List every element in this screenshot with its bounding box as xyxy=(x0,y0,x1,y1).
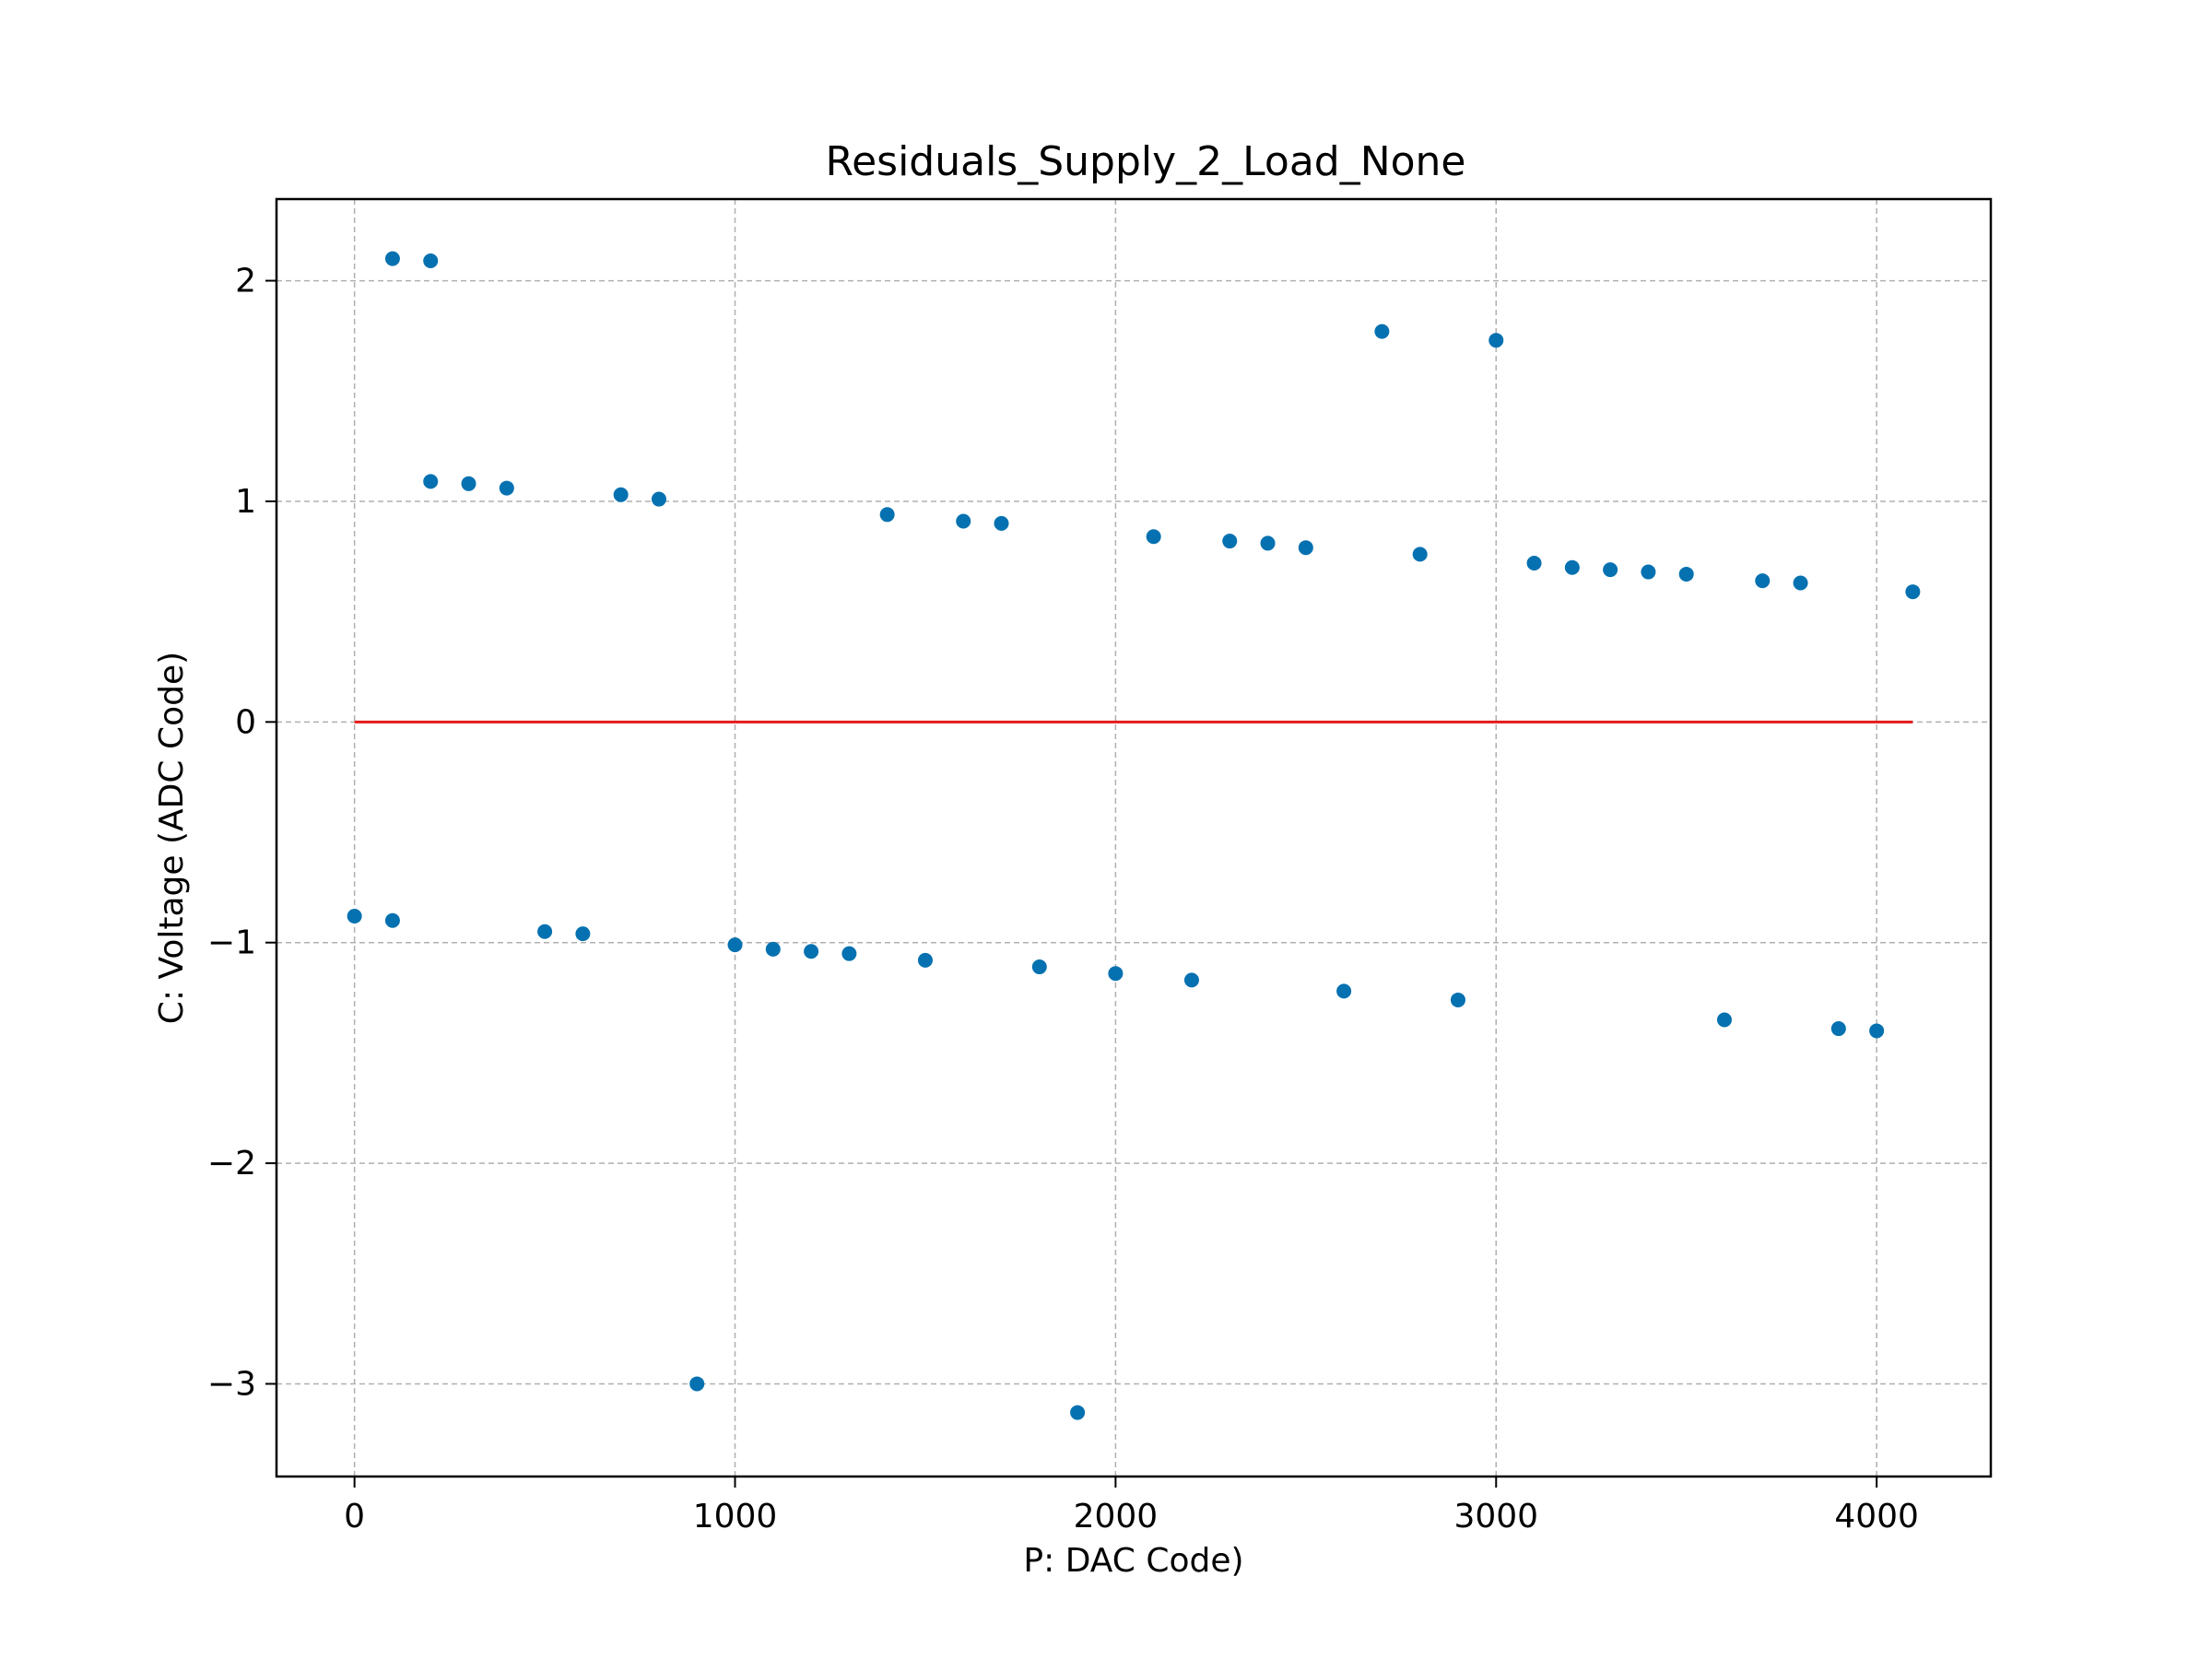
data-point xyxy=(347,908,362,924)
y-tick-label: 1 xyxy=(235,483,256,521)
x-tick-label: 1000 xyxy=(693,1498,778,1535)
data-point xyxy=(841,946,857,961)
data-point xyxy=(1869,1023,1885,1039)
data-point xyxy=(1793,575,1808,591)
data-point xyxy=(1716,1012,1732,1028)
data-point xyxy=(1108,966,1124,982)
data-point xyxy=(1755,573,1771,589)
data-point xyxy=(1070,1405,1086,1420)
x-tick-label: 0 xyxy=(344,1498,365,1535)
data-point xyxy=(1905,584,1921,600)
x-tick-label: 2000 xyxy=(1074,1498,1159,1535)
data-point xyxy=(1031,959,1047,975)
data-point xyxy=(917,952,933,968)
data-point xyxy=(765,941,781,957)
data-point xyxy=(1641,564,1656,580)
data-point xyxy=(1830,1021,1846,1037)
data-point xyxy=(1678,566,1694,582)
y-tick-label: −2 xyxy=(207,1145,256,1182)
data-point xyxy=(1450,992,1465,1007)
data-point xyxy=(1526,555,1542,571)
data-point xyxy=(1603,562,1618,578)
y-axis-ticks: 2 1 0 −1 −2 −3 xyxy=(207,263,276,1403)
y-tick-label: −1 xyxy=(207,924,256,962)
data-point xyxy=(423,253,439,269)
data-point xyxy=(537,924,553,939)
data-point xyxy=(613,487,629,502)
data-point xyxy=(804,944,819,959)
x-tick-label: 4000 xyxy=(1834,1498,1919,1535)
data-points xyxy=(347,251,1921,1420)
data-point xyxy=(461,476,477,491)
y-axis-label: C: Voltage (ADC Code) xyxy=(153,652,191,1024)
data-point xyxy=(1183,972,1199,988)
x-axis-ticks: 0 1000 2000 3000 4000 xyxy=(344,1477,1919,1535)
data-point xyxy=(423,474,439,489)
data-point xyxy=(727,937,743,953)
data-point xyxy=(1412,547,1428,562)
chart-title: Residuals_Supply_2_Load_None xyxy=(825,138,1465,185)
data-point xyxy=(956,513,971,529)
data-point xyxy=(1298,540,1313,556)
data-point xyxy=(1336,983,1352,999)
data-point xyxy=(879,507,895,523)
data-point xyxy=(1488,333,1504,348)
data-point xyxy=(994,515,1009,531)
y-tick-label: 2 xyxy=(235,263,256,300)
data-point xyxy=(1146,529,1161,545)
x-tick-label: 3000 xyxy=(1453,1498,1538,1535)
data-point xyxy=(384,251,400,266)
data-point xyxy=(384,912,400,928)
data-point xyxy=(689,1376,705,1392)
grid-lines xyxy=(276,199,1991,1477)
data-point xyxy=(1260,535,1276,551)
data-point xyxy=(651,491,666,507)
data-point xyxy=(499,480,514,496)
data-point xyxy=(1374,324,1390,339)
y-tick-label: 0 xyxy=(235,703,256,741)
data-point xyxy=(1222,534,1238,549)
data-point xyxy=(1564,559,1580,575)
plot-frame xyxy=(275,197,1993,1478)
data-point xyxy=(575,926,591,942)
y-tick-label: −3 xyxy=(207,1365,256,1403)
x-axis-label: P: DAC Code) xyxy=(1023,1542,1243,1580)
